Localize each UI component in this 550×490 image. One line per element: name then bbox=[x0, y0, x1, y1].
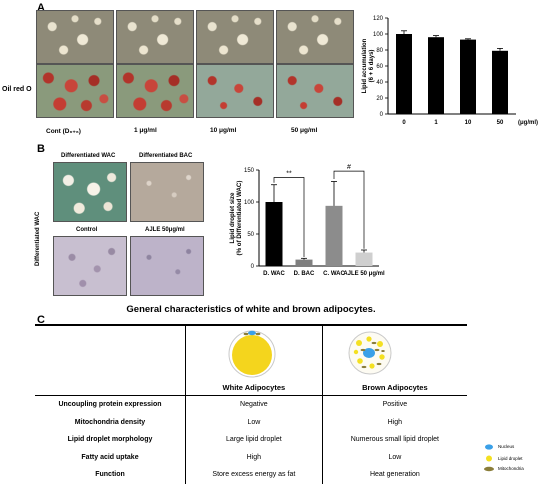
y-tick-label: 60 bbox=[376, 64, 383, 70]
significance-bracket bbox=[273, 177, 305, 258]
y-axis-label: Lipid droplet size(% of Differentiated W… bbox=[229, 181, 243, 256]
micrograph-a-cont bbox=[36, 10, 114, 64]
x-tick-label: 0 bbox=[402, 120, 406, 126]
table-title: General characteristics of white and bro… bbox=[126, 304, 376, 315]
condition-label: Cont (D₆₊₆) bbox=[46, 128, 81, 135]
cell-white: Low bbox=[185, 413, 323, 431]
condition-label: 10 μg/ml bbox=[210, 127, 237, 134]
bar bbox=[295, 259, 313, 266]
row-label: Fatty acid uptake bbox=[81, 453, 139, 461]
panel-c-letter: C bbox=[37, 314, 45, 326]
x-tick-label: D. WAC bbox=[263, 271, 285, 277]
condition-label: 50 μg/ml bbox=[291, 127, 318, 134]
panel-a-letter: A bbox=[37, 2, 45, 14]
condition-label: 1 μg/ml bbox=[134, 127, 157, 134]
row-label: Function bbox=[95, 471, 125, 479]
lipid-accumulation-chart: 0 20 40 60 80 100 120 0 1 10 50 (μg/ml) Lipid accumu… bbox=[362, 16, 538, 126]
legend-label: Mitochondria bbox=[498, 466, 524, 471]
cell-brown: Positive bbox=[321, 395, 467, 414]
micrograph-a-10 bbox=[196, 10, 274, 64]
cell-white: Large lipid droplet bbox=[185, 431, 323, 449]
y-axis-label: Lipid accumulation(6 + 6 days) bbox=[362, 38, 375, 93]
brown-adipocyte-diagram bbox=[348, 331, 392, 375]
mitochondria-swatch bbox=[484, 466, 494, 472]
x-tick-label: AJLE 50 μg/ml bbox=[343, 271, 385, 277]
cell-white: Negative bbox=[185, 395, 323, 414]
bar bbox=[265, 202, 283, 266]
cell-brown: Numerous small lipid droplet bbox=[321, 431, 467, 449]
oil-red-o-cont bbox=[36, 64, 114, 118]
significance-marker: ** bbox=[286, 171, 292, 178]
micrograph-control bbox=[53, 236, 127, 296]
x-tick-label: 50 bbox=[497, 120, 504, 126]
panel-b-letter: B bbox=[37, 143, 45, 155]
side-label: Differentiated WAC bbox=[35, 211, 41, 266]
cell-brown: High bbox=[321, 413, 467, 431]
bar bbox=[492, 50, 508, 114]
cell-white: High bbox=[185, 448, 323, 466]
y-tick-label: 0 bbox=[251, 264, 255, 270]
nucleus-swatch bbox=[485, 444, 493, 450]
y-tick-label: 120 bbox=[373, 16, 384, 22]
y-tick-label: 0 bbox=[380, 112, 384, 118]
x-unit-label: (μg/ml) bbox=[518, 120, 538, 126]
lipid-droplet-swatch bbox=[486, 455, 492, 462]
oil-red-o-label: Oil red O bbox=[2, 86, 32, 93]
micrograph-a-50 bbox=[276, 10, 354, 64]
image-label: Control bbox=[76, 227, 98, 233]
micrograph-differentiated-wac bbox=[53, 162, 127, 222]
cell-brown: Heat generation bbox=[321, 466, 467, 484]
image-label: AJLE 50μg/ml bbox=[145, 227, 185, 233]
bar bbox=[460, 39, 476, 114]
legend-label: Lipid droplet bbox=[498, 456, 523, 461]
x-tick-label: 10 bbox=[465, 120, 472, 126]
bar bbox=[325, 205, 343, 266]
cell-brown: Low bbox=[321, 448, 467, 466]
row-label: Lipid droplet morphology bbox=[67, 436, 153, 444]
bar bbox=[428, 37, 444, 115]
legend-label: Nucleus bbox=[498, 444, 515, 449]
cell-white: Store excess energy as fat bbox=[185, 466, 323, 484]
x-tick-label: 1 bbox=[434, 120, 438, 126]
micrograph-a-1 bbox=[116, 10, 194, 64]
image-label: Differentiated WAC bbox=[61, 153, 116, 159]
y-tick-label: 100 bbox=[244, 200, 255, 206]
y-tick-label: 150 bbox=[244, 168, 255, 174]
image-label: Differentiated BAC bbox=[139, 153, 193, 159]
oil-red-o-10 bbox=[196, 64, 274, 118]
significance-bracket bbox=[333, 170, 365, 249]
x-tick-label: C. WAC bbox=[323, 271, 345, 277]
oil-red-o-1 bbox=[116, 64, 194, 118]
row-label: Uncoupling protein expression bbox=[35, 395, 186, 414]
y-tick-label: 80 bbox=[376, 48, 383, 54]
y-tick-label: 40 bbox=[376, 80, 383, 86]
significance-marker: # bbox=[347, 164, 351, 171]
bar bbox=[355, 252, 373, 266]
column-header-brown: Brown Adipocytes bbox=[321, 324, 467, 396]
micrograph-differentiated-bac bbox=[130, 162, 204, 222]
row-label: Mitochondria density bbox=[74, 418, 146, 426]
oil-red-o-50 bbox=[276, 64, 354, 118]
y-tick-label: 20 bbox=[376, 96, 383, 102]
y-tick-label: 100 bbox=[373, 32, 384, 38]
white-adipocyte-diagram bbox=[228, 330, 276, 378]
bar bbox=[396, 34, 412, 114]
y-tick-label: 50 bbox=[247, 232, 254, 238]
micrograph-ajle-50 bbox=[130, 236, 204, 296]
x-tick-label: D. BAC bbox=[294, 271, 315, 277]
